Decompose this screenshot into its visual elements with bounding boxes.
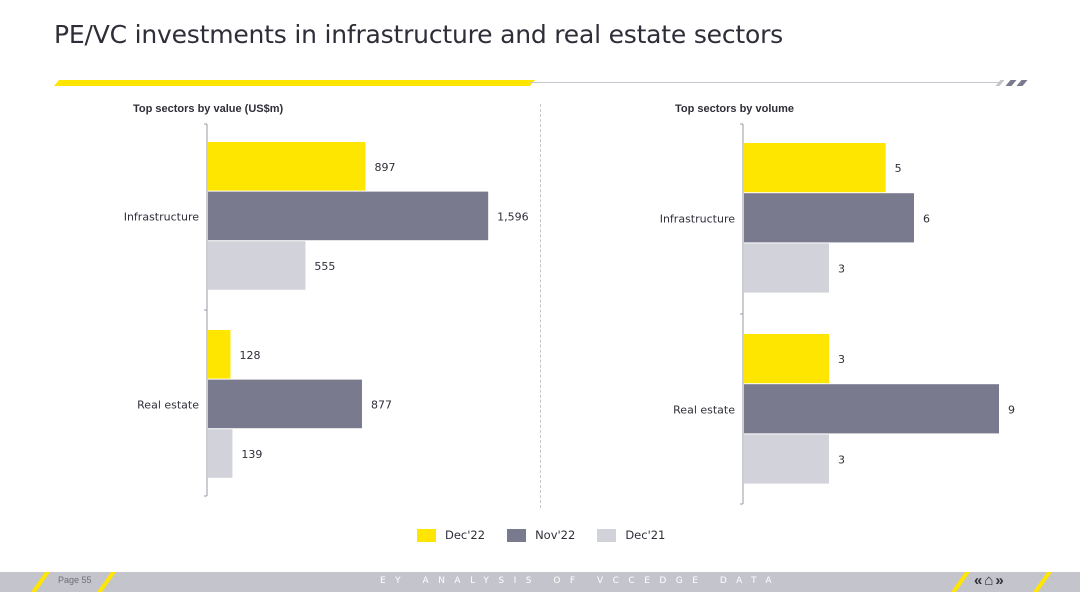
volume-label-infrastructure-dec22: 5 [895, 162, 902, 175]
volume-category-infrastructure: Infrastructure [660, 212, 736, 225]
home-icon[interactable]: ⌂ [984, 572, 994, 589]
value-label-real-estate-dec22: 128 [239, 349, 260, 362]
legend-label-dec22: Dec'22 [445, 528, 486, 542]
previous-icon[interactable]: « [974, 572, 983, 589]
footer-slash-left-2 [96, 572, 117, 592]
page-number: Page 55 [58, 575, 92, 585]
value-label-infrastructure-nov22: 1,596 [497, 210, 528, 223]
footer-caption: EY ANALYSIS OF VCCEDGE DATA [380, 576, 782, 586]
volume-label-infrastructure-dec21: 3 [838, 263, 845, 276]
volume-label-infrastructure-nov22: 6 [923, 212, 930, 225]
legend: Dec'22 Nov'22 Dec'21 [417, 528, 687, 542]
footer-slash-left [30, 572, 51, 592]
next-icon[interactable]: » [995, 572, 1004, 589]
legend-swatch-dec21 [597, 528, 617, 542]
page-title: PE/VC investments in infrastructure and … [54, 20, 783, 49]
footer-slash-far-right [1032, 572, 1053, 592]
legend-item-nov22: Nov'22 [507, 528, 575, 542]
value-bar-real-estate-dec22 [208, 330, 231, 379]
chart-volume: 5 6 3 Infrastructure 3 9 3 Real estate [660, 123, 1015, 505]
volume-bar-infrastructure-nov22 [744, 193, 914, 243]
volume-bar-real-estate-nov22 [744, 384, 999, 434]
chart-title-value: Top sectors by value (US$m) [133, 103, 284, 115]
legend-label-nov22: Nov'22 [535, 528, 576, 542]
footer-bar: Page 55 EY ANALYSIS OF VCCEDGE DATA « ⌂ … [0, 572, 1080, 592]
volume-category-real-estate: Real estate [673, 403, 735, 416]
chart-title-volume: Top sectors by volume [675, 103, 794, 115]
legend-label-dec21: Dec'21 [625, 528, 666, 542]
volume-bar-real-estate-dec21 [744, 434, 829, 484]
legend-swatch-nov22 [507, 528, 527, 542]
value-category-real-estate: Real estate [137, 398, 199, 411]
value-bar-infrastructure-dec21 [208, 241, 306, 290]
title-divider-rule [530, 82, 1000, 83]
footer-slash-right [950, 572, 971, 592]
value-label-real-estate-dec21: 139 [241, 448, 262, 461]
value-bar-infrastructure-nov22 [208, 191, 489, 241]
footer-nav: « ⌂ » [974, 571, 1004, 591]
volume-bar-infrastructure-dec22 [744, 143, 886, 193]
value-label-infrastructure-dec21: 555 [314, 260, 335, 273]
volume-label-real-estate-nov22: 9 [1008, 403, 1015, 416]
legend-item-dec21: Dec'21 [597, 528, 665, 542]
chart-value: 897 1,596 555 Infrastructure 128 877 139 Real e… [124, 123, 529, 497]
value-bar-real-estate-dec21 [208, 429, 233, 478]
value-label-infrastructure-dec22: 897 [374, 161, 395, 174]
legend-item-dec22: Dec'22 [417, 528, 485, 542]
volume-bar-infrastructure-dec21 [744, 243, 829, 293]
volume-label-real-estate-dec22: 3 [838, 353, 845, 366]
value-category-infrastructure: Infrastructure [124, 210, 200, 223]
legend-swatch-dec22 [417, 528, 436, 542]
value-bar-real-estate-nov22 [208, 379, 362, 429]
value-bar-infrastructure-dec22 [208, 142, 366, 191]
volume-bar-real-estate-dec22 [744, 334, 829, 384]
volume-label-real-estate-dec21: 3 [838, 454, 845, 467]
value-label-real-estate-nov22: 877 [371, 398, 392, 411]
chart-divider [540, 104, 541, 508]
